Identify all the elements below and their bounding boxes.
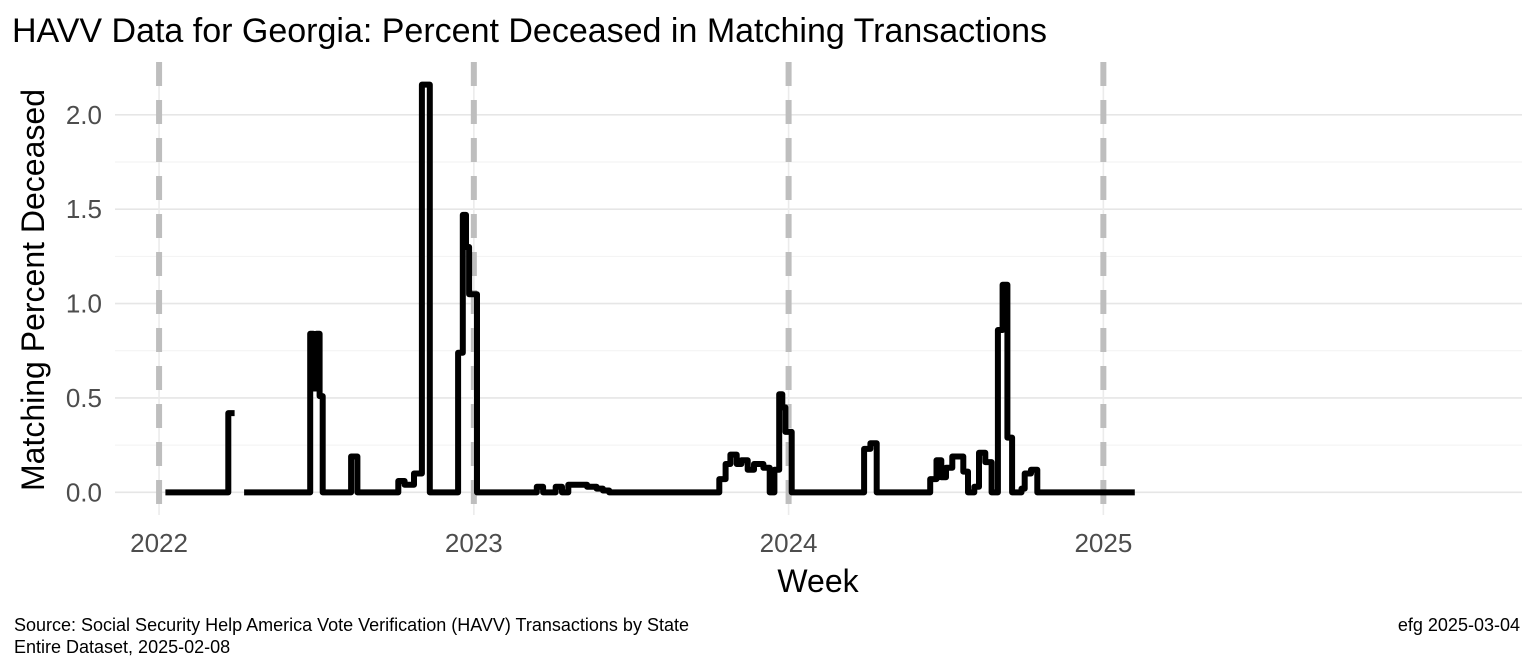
dataset-caption: Entire Dataset, 2025-02-08 <box>14 637 230 657</box>
y-axis-ticks: 0.0 0.5 1.0 1.5 2.0 <box>66 100 102 508</box>
x-axis-title: Week <box>777 563 859 599</box>
y-tick-label: 2.0 <box>66 100 102 130</box>
y-axis-title: Matching Percent Deceased <box>15 89 51 491</box>
gridlines <box>115 62 1522 515</box>
y-tick-label: 0.0 <box>66 477 102 507</box>
series-line-segment-0 <box>165 410 235 496</box>
y-tick-label: 1.5 <box>66 194 102 224</box>
x-tick-label: 2024 <box>760 528 818 558</box>
source-caption: Source: Social Security Help America Vot… <box>14 615 689 635</box>
credit-caption: efg 2025-03-04 <box>1398 615 1520 635</box>
x-tick-label: 2023 <box>445 528 503 558</box>
y-tick-label: 0.5 <box>66 383 102 413</box>
series-layer <box>165 81 1135 496</box>
year-reference-lines <box>156 62 1107 515</box>
x-tick-label: 2022 <box>130 528 188 558</box>
x-axis-ticks: 2022 2023 2024 2025 <box>130 528 1132 558</box>
y-tick-label: 1.0 <box>66 289 102 319</box>
chart-title: HAVV Data for Georgia: Percent Deceased … <box>12 12 1047 50</box>
x-tick-label: 2025 <box>1074 528 1132 558</box>
series-line-segment-1 <box>244 81 1135 496</box>
